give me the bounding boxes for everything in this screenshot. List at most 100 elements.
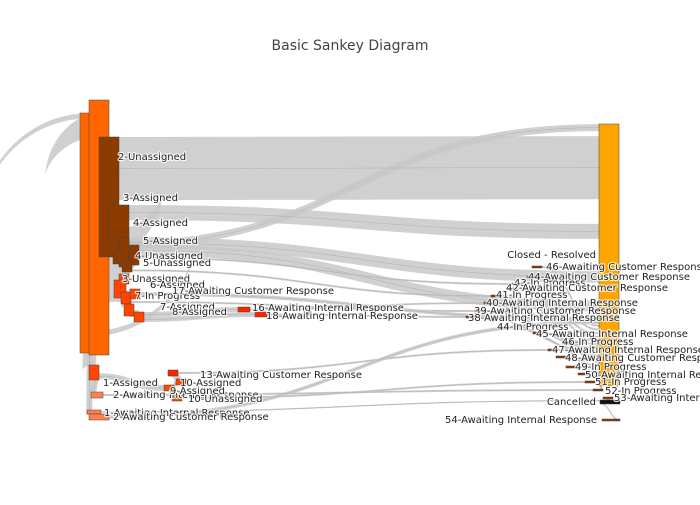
sankey-node[interactable] bbox=[547, 348, 559, 352]
sankey-link-edge bbox=[542, 332, 600, 359]
sankey-node[interactable] bbox=[496, 326, 508, 330]
sankey-node[interactable] bbox=[561, 341, 573, 345]
sankey-link-edge bbox=[493, 302, 600, 345]
sankey-node-label-halo: 44-In Progress bbox=[497, 322, 568, 333]
sankey-node-label: 7-Assigned bbox=[160, 302, 215, 313]
sankey-node[interactable] bbox=[490, 294, 502, 298]
sankey-node-label-halo: 51-In Progress bbox=[595, 377, 666, 388]
sankey-link-edge bbox=[177, 349, 549, 374]
sankey-node-label-halo: Closed - Resolved bbox=[507, 250, 596, 261]
labels-layer: 2-Unassigned2-Unassigned3-Assigned3-Assi… bbox=[102, 151, 700, 427]
sankey-node-label-halo: 5-Assigned bbox=[143, 236, 198, 247]
sankey-node-label: 2-Awaiting Internal Response bbox=[113, 390, 259, 401]
sankey-node-label: 8-Assigned bbox=[172, 307, 227, 318]
sankey-node-label: 41-In Progress bbox=[496, 290, 567, 301]
sankey-node[interactable] bbox=[133, 311, 145, 323]
sankey-node[interactable] bbox=[526, 275, 538, 279]
sankey-node-label-halo: 7-Assigned bbox=[160, 302, 215, 313]
sankey-node-label: 54-Awaiting Internal Response bbox=[445, 415, 597, 426]
sankey-node[interactable] bbox=[86, 409, 102, 415]
sankey-node[interactable] bbox=[565, 365, 577, 369]
sankey-link-edge bbox=[131, 270, 492, 297]
sankey-link-edge bbox=[587, 373, 600, 378]
sankey-node[interactable] bbox=[88, 364, 100, 381]
sankey-node[interactable] bbox=[506, 287, 518, 291]
sankey-node[interactable] bbox=[123, 303, 135, 317]
sankey-node[interactable] bbox=[555, 355, 567, 359]
sankey-node[interactable] bbox=[601, 418, 621, 422]
sankey-node-label: 17-Awaiting Customer Response bbox=[172, 286, 334, 297]
sankey-node-label-halo: 5-Unassigned bbox=[143, 258, 211, 269]
sankey-node[interactable] bbox=[465, 315, 477, 319]
sankey-node-label: 7-In Progress bbox=[135, 291, 200, 302]
sankey-node-label-halo: 13-Awaiting Customer Response bbox=[200, 370, 362, 381]
sankey-node[interactable] bbox=[121, 261, 133, 273]
sankey-link-edge bbox=[599, 403, 621, 421]
sankey-node[interactable] bbox=[592, 388, 604, 392]
sankey-node[interactable] bbox=[254, 311, 268, 318]
sankey-node-label: Closed - Resolved bbox=[507, 250, 596, 261]
sankey-node-label: 47-Awaiting Internal Response bbox=[552, 345, 700, 356]
sankey-node[interactable] bbox=[531, 265, 543, 269]
sankey-node[interactable] bbox=[120, 291, 132, 305]
sankey-node-label-halo: 18-Awaiting Internal Response bbox=[266, 311, 418, 322]
sankey-node-label: 45-Awaiting Internal Response bbox=[536, 329, 688, 340]
sankey-node-label: 5-Assigned bbox=[143, 236, 198, 247]
sankey-node[interactable] bbox=[474, 309, 486, 313]
sankey-node[interactable] bbox=[88, 413, 110, 421]
sankey-node-label-halo: 2-Unassigned bbox=[118, 152, 186, 163]
sankey-node-label-halo: 45-Awaiting Internal Response bbox=[536, 329, 688, 340]
sankey-link-edge bbox=[143, 314, 256, 320]
sankey-link-edge bbox=[536, 276, 600, 330]
sankey-link-edge bbox=[181, 381, 586, 399]
sankey-node-label-halo: 4-Unassigned bbox=[135, 251, 203, 262]
sankey-node-label-halo: 49-In Progress bbox=[575, 362, 646, 373]
sankey-node-label: 46-In Progress bbox=[562, 337, 633, 348]
sankey-node[interactable] bbox=[599, 399, 621, 405]
sankey-node-label: 10-Assigned bbox=[180, 378, 241, 389]
sankey-node[interactable] bbox=[175, 378, 187, 386]
sankey-link-edge bbox=[249, 302, 485, 310]
sankey-node-label-halo: 4-Assigned bbox=[133, 218, 188, 229]
sankey-node-label: 44-In Progress bbox=[497, 322, 568, 333]
sankey-node-label: 9-Assigned bbox=[170, 386, 225, 397]
sankey-node[interactable] bbox=[171, 394, 183, 402]
sankey-node-label: 4-Unassigned bbox=[135, 251, 203, 262]
sankey-node[interactable] bbox=[577, 372, 589, 376]
sankey-node[interactable] bbox=[584, 380, 596, 384]
sankey-link-edge bbox=[102, 389, 594, 396]
sankey-node[interactable] bbox=[598, 123, 620, 387]
sankey-node[interactable] bbox=[90, 391, 104, 399]
sankey-node[interactable] bbox=[163, 384, 175, 392]
sankey-node-label-halo: 2-Awaiting Internal Response bbox=[113, 390, 259, 401]
sankey-node-label-halo: 7-In Progress bbox=[135, 291, 200, 302]
sankey-link-edge bbox=[571, 342, 600, 363]
sankey-node[interactable] bbox=[602, 396, 614, 400]
sankey-node-label-halo: Cancelled bbox=[547, 397, 596, 408]
sankey-node[interactable] bbox=[237, 306, 251, 313]
sankey-node[interactable] bbox=[532, 331, 544, 335]
sankey-node[interactable] bbox=[128, 244, 140, 266]
sankey-node-label-halo: 2-Awaiting Customer Response bbox=[113, 412, 269, 423]
sankey-node-label-halo: 47-Awaiting Internal Response bbox=[552, 345, 700, 356]
sankey-node[interactable] bbox=[511, 282, 523, 286]
sankey-node-label-halo: 46-Awaiting Customer Response bbox=[546, 262, 700, 273]
sankey-node[interactable] bbox=[483, 301, 495, 305]
sankey-node-label-halo: 10-Unassigned bbox=[188, 394, 263, 405]
sankey-node-label: 1-Awaiting Internal Response bbox=[104, 408, 250, 419]
sankey-node-label-halo: 48-Awaiting Customer Response bbox=[565, 353, 700, 364]
sankey-link-edge bbox=[266, 314, 467, 318]
sankey-node[interactable] bbox=[112, 251, 124, 265]
sankey-node-label: 43-In Progress bbox=[514, 278, 585, 289]
sankey-node-label: 53-Awaiting Internal Response bbox=[614, 393, 700, 404]
sankey-node-label-halo: 38-Awaiting Internal Response bbox=[468, 313, 620, 324]
sankey-node-label: 3-Assigned bbox=[123, 193, 178, 204]
sankey-node-label: 4-Assigned bbox=[133, 218, 188, 229]
sankey-node-label: 44-Awaiting Customer Response bbox=[528, 272, 690, 283]
sankey-node[interactable] bbox=[167, 369, 179, 377]
sankey-node[interactable] bbox=[129, 288, 141, 300]
sankey-node-label-halo: 40-Awaiting Internal Response bbox=[486, 298, 638, 309]
sankey-node-label: 52-In Progress bbox=[605, 386, 676, 397]
sankey-node[interactable] bbox=[79, 112, 91, 354]
